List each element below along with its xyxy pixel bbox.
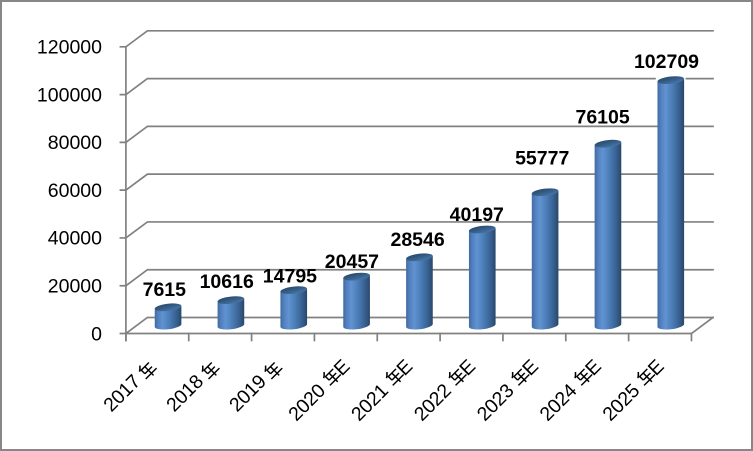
svg-text:55777: 55777 <box>515 148 569 170</box>
svg-text:7615: 7615 <box>143 279 187 301</box>
svg-text:14795: 14795 <box>263 265 317 287</box>
svg-text:20457: 20457 <box>325 251 379 273</box>
svg-text:102709: 102709 <box>634 51 699 73</box>
svg-text:10616: 10616 <box>200 271 254 293</box>
svg-text:120000: 120000 <box>37 37 102 59</box>
svg-text:28546: 28546 <box>390 229 444 251</box>
svg-text:80000: 80000 <box>48 132 102 154</box>
svg-text:0: 0 <box>91 323 102 345</box>
svg-text:40000: 40000 <box>48 228 102 250</box>
svg-text:40197: 40197 <box>450 204 504 226</box>
svg-text:100000: 100000 <box>37 84 102 106</box>
svg-text:60000: 60000 <box>48 180 102 202</box>
svg-text:76105: 76105 <box>575 107 629 129</box>
svg-text:20000: 20000 <box>48 276 102 298</box>
